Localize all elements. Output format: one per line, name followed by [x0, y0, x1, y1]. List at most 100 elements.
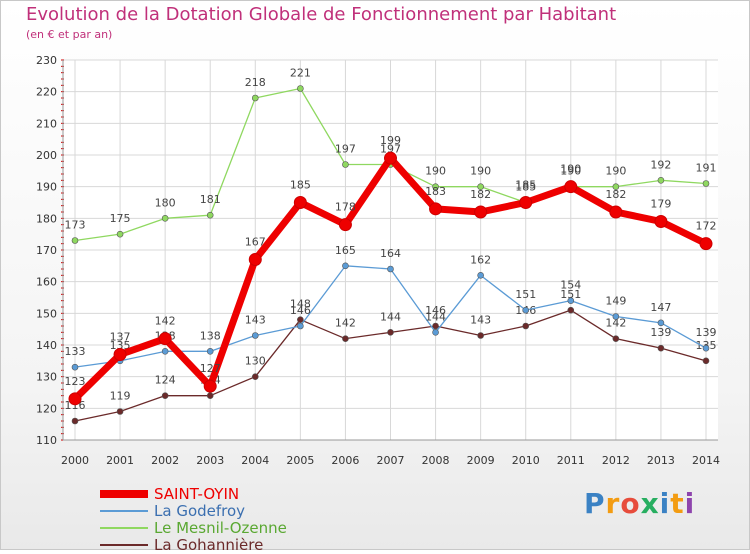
data-label-0: 183	[425, 185, 446, 198]
data-label-3: 142	[605, 317, 626, 330]
x-tick-label: 2013	[647, 454, 675, 467]
data-label-2: 192	[650, 158, 671, 171]
series-point-0	[699, 237, 713, 251]
series-point-1	[387, 265, 394, 273]
data-label-0: 185	[290, 179, 311, 192]
legend-item: La Godefroy	[100, 502, 245, 520]
y-tick-label: 210	[36, 117, 57, 130]
chart-subtitle: (en € et par an)	[26, 28, 113, 41]
data-label-3: 143	[470, 314, 491, 327]
series-point-0	[474, 205, 488, 219]
data-label-2: 175	[110, 212, 131, 225]
data-label-2: 221	[290, 67, 311, 80]
data-label-2: 185	[515, 181, 536, 194]
data-label-0: 199	[380, 134, 401, 147]
data-label-1: 149	[605, 295, 626, 308]
series-point-1	[522, 306, 530, 314]
legend-swatch	[100, 490, 148, 498]
data-label-1: 139	[696, 326, 717, 339]
data-label-0: 123	[65, 375, 86, 388]
x-tick-label: 2010	[512, 454, 540, 467]
chart-title: Evolution de la Dotation Globale de Fonc…	[26, 4, 617, 25]
x-tick-label: 2004	[241, 454, 269, 467]
series-point-2	[251, 94, 259, 102]
y-tick-label: 140	[36, 339, 57, 352]
x-tick-label: 2008	[422, 454, 450, 467]
series-point-3	[206, 392, 214, 399]
series-point-1	[702, 344, 710, 352]
logo-letter: P	[584, 487, 606, 520]
logo-letter: o	[620, 487, 641, 520]
series-point-3	[477, 332, 484, 339]
data-label-0: 182	[470, 188, 491, 201]
y-tick-label: 130	[36, 371, 57, 384]
data-label-1: 162	[470, 253, 491, 266]
data-label-0: 182	[605, 188, 626, 201]
data-label-2: 190	[425, 165, 446, 178]
data-label-1: 165	[335, 244, 356, 257]
series-point-2	[297, 85, 304, 92]
series-point-0	[203, 379, 217, 393]
data-label-1: 135	[110, 339, 131, 352]
legend-label: SAINT-OYIN	[154, 485, 240, 503]
data-label-0: 190	[560, 163, 581, 176]
series-point-3	[657, 344, 665, 352]
legend-swatch	[100, 510, 148, 512]
series-point-3	[342, 335, 349, 342]
series-point-0	[519, 196, 533, 209]
data-label-3: 130	[245, 355, 266, 368]
series-point-1	[567, 297, 575, 304]
y-tick-label: 190	[36, 181, 57, 194]
legend-swatch	[100, 544, 148, 546]
series-point-3	[161, 392, 169, 399]
x-tick-label: 2012	[602, 454, 630, 467]
legend-item: SAINT-OYIN	[100, 485, 240, 503]
data-label-1: 138	[200, 329, 221, 342]
series-point-3	[432, 322, 439, 330]
data-label-0: 172	[696, 220, 717, 233]
series-point-0	[248, 253, 262, 266]
series-point-0	[158, 332, 172, 346]
data-label-0: 185	[515, 179, 536, 192]
data-label-2: 191	[696, 162, 717, 175]
logo-letter: i	[659, 487, 671, 520]
series-point-2	[161, 215, 169, 222]
series-point-2	[432, 183, 439, 190]
x-tick-label: 2003	[196, 454, 224, 467]
data-label-2: 197	[335, 143, 356, 156]
data-label-1: 147	[650, 301, 671, 314]
series-point-2	[71, 237, 79, 244]
series-point-2	[657, 177, 665, 184]
series-point-1	[612, 313, 620, 320]
legend-label: Le Mesnil-Ozenne	[154, 519, 287, 537]
data-label-2: 173	[65, 219, 86, 232]
series-point-3	[71, 417, 79, 425]
series-point-3	[116, 408, 124, 415]
series-point-2	[206, 211, 214, 219]
series-point-2	[702, 180, 710, 187]
legend-label: La Gohannière	[154, 536, 264, 554]
series-point-0	[429, 202, 443, 216]
y-tick-label: 180	[36, 212, 57, 225]
series-point-1	[342, 262, 349, 270]
data-label-3: 148	[290, 298, 311, 311]
data-label-0: 137	[110, 331, 131, 344]
x-tick-label: 2007	[377, 454, 405, 467]
data-label-3: 124	[155, 374, 176, 387]
y-tick-label: 150	[36, 307, 57, 320]
data-label-3: 139	[650, 326, 671, 339]
x-tick-label: 2001	[106, 454, 134, 467]
data-label-3: 144	[380, 310, 401, 323]
data-label-2: 190	[560, 165, 581, 178]
y-tick-label: 110	[36, 434, 57, 447]
y-tick-label: 220	[36, 86, 57, 99]
y-tick-label: 160	[36, 276, 57, 289]
data-label-3: 119	[110, 390, 131, 403]
data-label-2: 218	[245, 76, 266, 89]
series-point-2	[116, 230, 124, 238]
series-point-3	[387, 329, 394, 336]
data-label-1: 143	[245, 314, 266, 327]
y-tick-label: 170	[36, 244, 57, 257]
proxiti-logo: Proxiti	[584, 487, 695, 520]
